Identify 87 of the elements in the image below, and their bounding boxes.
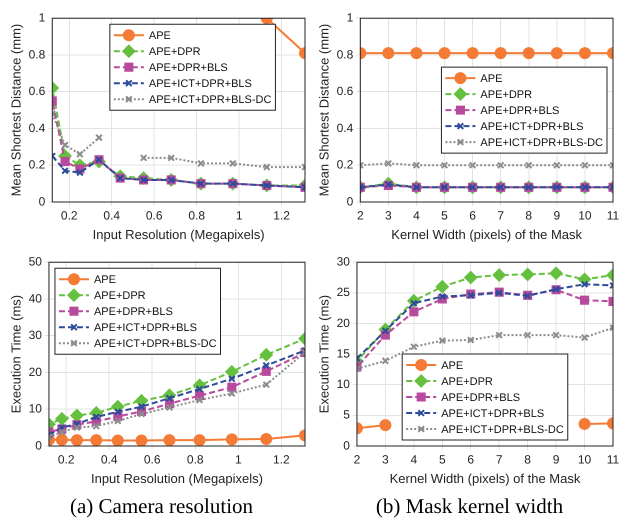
x-tick-label: 7 <box>496 452 503 467</box>
y-tick-label: 25 <box>336 285 350 300</box>
x-tick-label: 1.2 <box>272 452 290 467</box>
x-tick-label: 0.6 <box>146 208 163 223</box>
y-tick-label: 20 <box>336 316 350 330</box>
x-tick-label: 9 <box>552 452 560 467</box>
x-tick-label: 1.2 <box>273 208 290 223</box>
y-tick-label: 15 <box>336 346 350 360</box>
legend-label: APE+DPR+BLS <box>441 392 520 404</box>
y-axis-title: Mean Shortest Distance (mm) <box>316 24 332 196</box>
legend-label: APE+ICT+DPR+BLS-DC <box>441 424 564 436</box>
x-tick-label: 6 <box>467 452 474 467</box>
y-tick-label: 50 <box>28 254 42 269</box>
y-tick-label: 40 <box>28 291 42 306</box>
x-tick-label: 3 <box>385 208 392 223</box>
x-tick-label: 0.4 <box>103 208 120 223</box>
x-tick-label: 11 <box>606 452 620 467</box>
y-axis-title: Mean Shortest Distance (mm) <box>8 24 24 196</box>
x-tick-label: 0.2 <box>60 208 78 223</box>
x-tick-label: 0.8 <box>186 452 204 467</box>
x-tick-label: 2 <box>356 208 364 223</box>
x-tick-label: 0.4 <box>100 452 118 467</box>
y-tick-label: 0.4 <box>28 120 46 135</box>
x-tick-label: 3 <box>382 452 390 467</box>
x-tick-label: 9 <box>553 208 560 223</box>
y-tick-label: 1 <box>38 10 46 25</box>
legend-label: APE <box>148 30 171 42</box>
legend-label: APE+DPR <box>480 89 532 102</box>
x-tick-label: 0.2 <box>58 452 75 467</box>
y-tick-label: 0.8 <box>28 47 46 62</box>
x-tick-label: 0.6 <box>144 452 161 467</box>
y-tick-label: 0 <box>35 438 42 452</box>
x-tick-label: 5 <box>441 208 448 223</box>
legend-label: APE <box>480 73 502 86</box>
y-tick-label: 10 <box>28 402 42 416</box>
y-tick-label: 0 <box>343 438 350 452</box>
x-tick-label: 5 <box>438 452 446 467</box>
x-tick-label: 2 <box>354 452 361 467</box>
y-tick-label: 30 <box>336 254 350 269</box>
y-tick-label: 0.2 <box>28 158 46 172</box>
y-tick-label: 0.2 <box>336 158 354 172</box>
x-tick-label: 8 <box>524 452 532 467</box>
legend-label: APE <box>94 274 116 286</box>
legend-label: APE+ICT+DPR+BLS <box>94 322 197 334</box>
x-axis-title: Kernel Width (pixels) of the Mask <box>391 226 583 242</box>
y-tick-label: 20 <box>28 364 42 379</box>
legend-label: APE+DPR <box>148 46 201 58</box>
y-tick-label: 0 <box>346 194 354 208</box>
y-tick-label: 0 <box>38 194 46 208</box>
x-tick-label: 8 <box>525 208 532 223</box>
legend-label: APE+ICT+DPR+BLS-DC <box>480 137 604 150</box>
x-tick-label: 10 <box>578 452 592 467</box>
y-tick-label: 0.8 <box>336 47 354 62</box>
x-tick-label: 7 <box>497 208 504 223</box>
y-tick-label: 30 <box>28 328 42 342</box>
legend-label: APE+DPR+BLS <box>94 306 173 318</box>
legend-label: APE+DPR <box>94 290 146 302</box>
legend-label: APE+ICT+DPR+BLS <box>480 121 584 134</box>
x-tick-label: 11 <box>606 208 620 223</box>
text: (a) Camera resolution <box>68 494 254 519</box>
x-tick-label: 0.8 <box>188 208 206 223</box>
x-tick-label: 10 <box>578 208 592 223</box>
y-axis-title: Execution Time (ms) <box>316 294 332 414</box>
legend-label: APE+DPR <box>441 376 493 388</box>
x-tick-label: 1 <box>234 452 242 467</box>
y-tick-label: 1 <box>346 10 354 25</box>
y-axis-title: Execution Time (ms) <box>8 294 24 414</box>
y-tick-label: 0.6 <box>336 84 354 98</box>
x-axis-title: Kernel Width (pixels) of the Mask <box>390 470 581 486</box>
x-axis-title: Input Resolution (Megapixels) <box>90 470 263 486</box>
x-tick-label: 6 <box>469 208 476 223</box>
text: (b) Mask kernel width <box>374 494 564 519</box>
legend-label: APE+ICT+DPR+BLS <box>148 78 252 90</box>
y-tick-label: 0.6 <box>28 84 46 98</box>
legend-label: APE+ICT+DPR+BLS-DC <box>148 94 272 106</box>
y-tick-label: 5 <box>343 408 350 422</box>
x-tick-label: 4 <box>413 208 420 223</box>
x-axis-title: Input Resolution (Megapixels) <box>92 226 265 242</box>
legend-label: APE+DPR+BLS <box>148 62 228 74</box>
y-tick-label: 0.4 <box>336 120 354 135</box>
legend-label: APE+ICT+DPR+BLS <box>441 408 544 420</box>
x-tick-label: 1 <box>236 208 243 223</box>
x-tick-label: 4 <box>410 452 418 467</box>
legend-label: APE <box>441 360 464 372</box>
y-tick-label: 10 <box>336 377 350 392</box>
legend-label: APE+DPR+BLS <box>480 105 560 118</box>
legend-label: APE+ICT+DPR+BLS-DC <box>94 338 217 350</box>
